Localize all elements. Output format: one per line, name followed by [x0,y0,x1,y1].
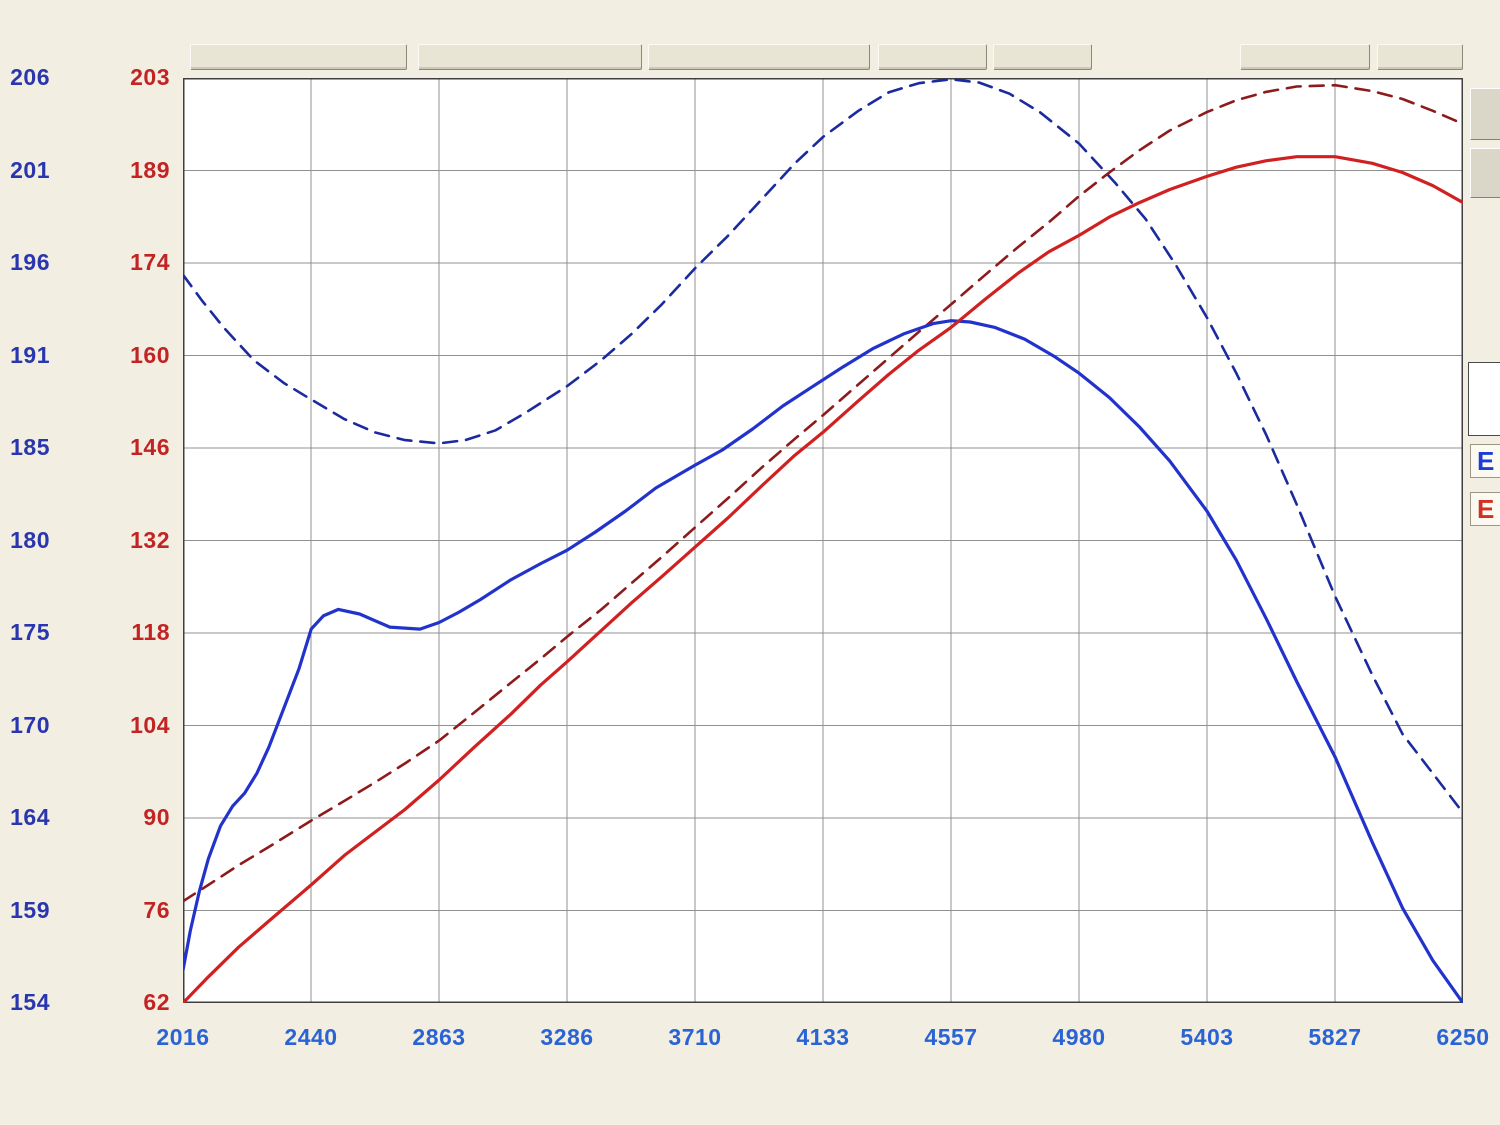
y-tick-red: 174 [130,249,170,275]
y-axis-left-blue: 206 201 196 191 185 180 175 170 164 159 154 [4,0,50,1125]
y-tick-blue: 185 [10,434,50,460]
toolbar-button[interactable] [993,44,1092,70]
y-tick-blue: 170 [10,711,50,738]
y-tick-red: 160 [130,341,170,368]
x-tick-rpm: 4133 [796,1024,850,1050]
y-tick-blue: 159 [10,896,50,923]
y-tick-blue: 196 [10,249,50,275]
right-rail-button[interactable] [1470,88,1500,140]
x-tick-rpm: 6250 [1436,1024,1490,1050]
label-e-red[interactable]: E [1470,492,1500,526]
y-tick-red: 76 [143,896,170,923]
x-tick-rpm: 2440 [284,1024,338,1050]
x-tick-rpm: 5403 [1180,1024,1234,1050]
y-tick-red: 118 [131,619,170,645]
toolbar-button[interactable] [1240,44,1370,70]
y-tick-red: 62 [143,989,170,1015]
series-blue-solid [183,319,1463,1003]
toolbar-button[interactable] [190,44,407,70]
y-tick-red: 203 [130,64,170,90]
toolbar-button[interactable] [648,44,870,70]
y-tick-red: 90 [143,804,170,830]
y-axis-left-red: 203 189 174 160 146 132 118 104 90 76 62 [98,0,170,1125]
y-tick-blue: 180 [10,526,50,553]
x-tick-rpm: 2863 [412,1024,466,1050]
series-red-dashed [183,83,1463,903]
y-tick-red: 132 [130,526,170,553]
x-axis-rpm: 2016 2440 2863 3286 3710 4133 4557 4980 5403 5827… [156,1024,1489,1056]
x-tick-rpm: 2016 [156,1024,210,1050]
dyno-chart [183,78,1463,1003]
plot-border [183,78,1463,1003]
x-tick-rpm: 3710 [668,1024,722,1050]
x-tick-rpm: 4557 [924,1024,978,1050]
right-panel-box[interactable] [1468,362,1500,436]
y-tick-red: 104 [130,711,170,738]
y-tick-blue: 206 [10,64,50,90]
x-tick-rpm: 4980 [1052,1024,1106,1050]
y-tick-blue: 191 [10,341,50,368]
toolbar-button[interactable] [1377,44,1463,70]
x-tick-rpm: 5827 [1308,1024,1362,1050]
y-tick-blue: 201 [10,156,50,183]
label-e-blue[interactable]: E [1470,444,1500,478]
y-tick-blue: 164 [10,804,50,830]
y-tick-red: 146 [130,434,170,460]
x-tick-rpm: 3286 [540,1024,594,1050]
plot-area [183,78,1463,1003]
toolbar-button[interactable] [418,44,642,70]
toolbar-button[interactable] [878,44,987,70]
y-tick-blue: 154 [10,989,50,1015]
series-red-solid [183,155,1463,1003]
right-rail-button[interactable] [1470,148,1500,198]
y-tick-blue: 175 [10,619,50,645]
y-tick-red: 189 [130,156,170,183]
